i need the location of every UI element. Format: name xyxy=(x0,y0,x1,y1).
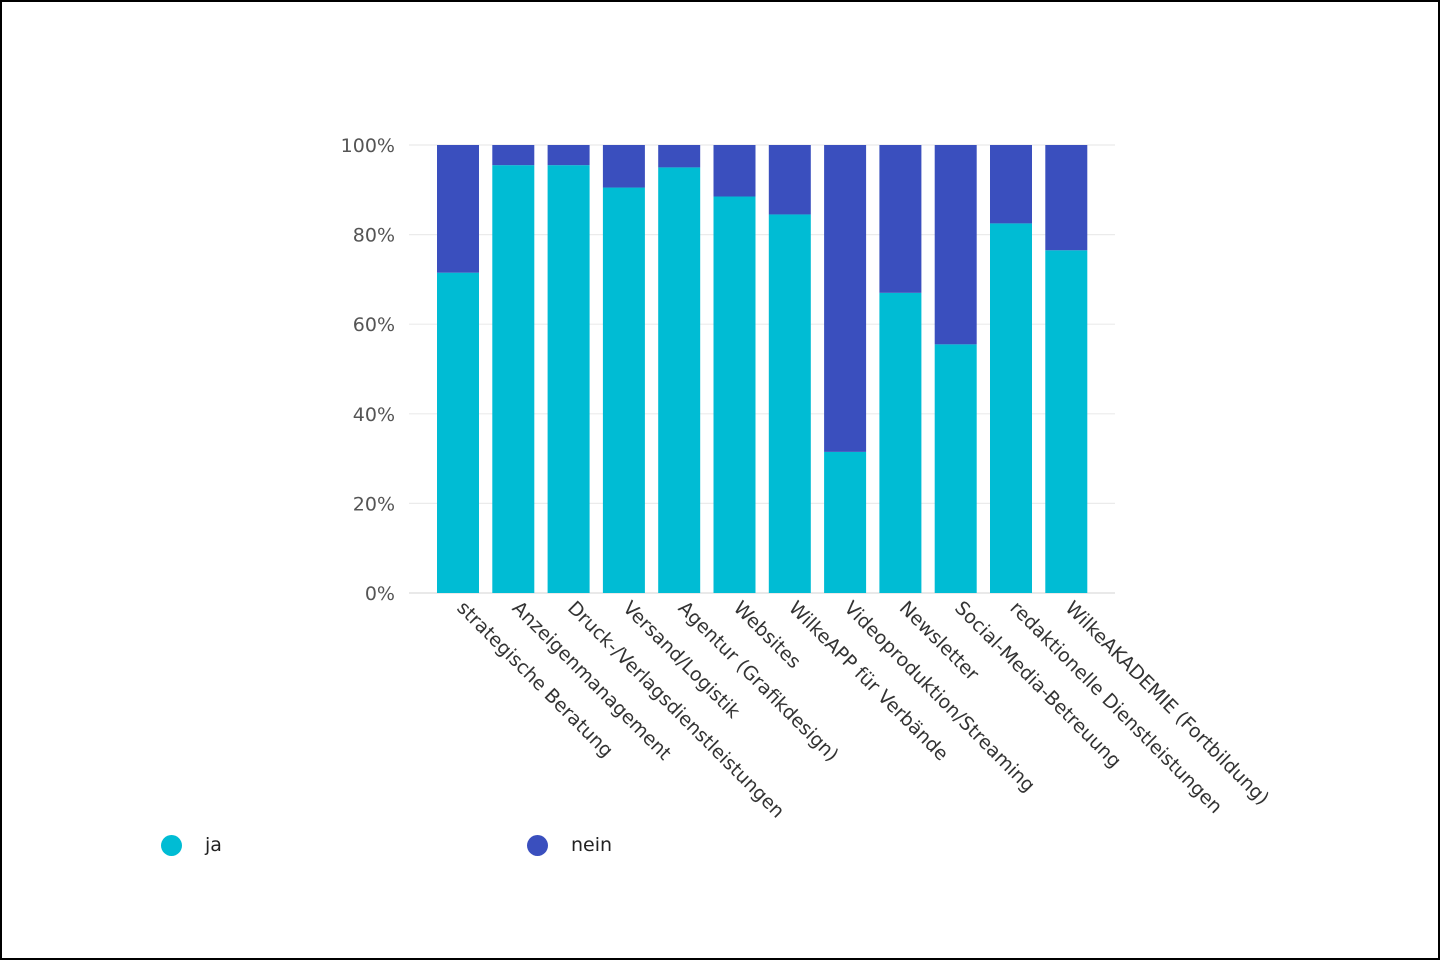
x-axis-ticks: strategische BeratungAnzeigenmanagementD… xyxy=(452,597,1273,823)
bar-ja[interactable] xyxy=(547,165,590,593)
bar-ja[interactable] xyxy=(934,344,977,593)
bar-nein[interactable] xyxy=(547,145,590,166)
bar-ja[interactable] xyxy=(437,272,479,593)
bar-ja[interactable] xyxy=(879,292,922,593)
bar-nein[interactable] xyxy=(437,145,479,273)
y-tick-label: 100% xyxy=(341,135,395,157)
bars xyxy=(437,145,1088,593)
x-tick-label: WilkeAKADEMIE (Fortbildung) xyxy=(1061,597,1274,810)
bar-nein[interactable] xyxy=(824,145,867,452)
bar-ja[interactable] xyxy=(492,165,535,593)
bar-ja[interactable] xyxy=(713,196,756,593)
legend-item-ja[interactable]: ja xyxy=(161,834,222,856)
legend-item-nein[interactable]: nein xyxy=(527,834,612,856)
legend-label-nein: nein xyxy=(571,834,613,856)
bar-ja[interactable] xyxy=(768,214,811,593)
bar-ja[interactable] xyxy=(602,187,645,593)
legend-swatch-nein xyxy=(527,834,548,856)
bar-nein[interactable] xyxy=(658,145,701,168)
bar-ja[interactable] xyxy=(1045,250,1088,593)
bar-nein[interactable] xyxy=(1045,145,1088,251)
bar-ja[interactable] xyxy=(658,167,701,593)
bar-nein[interactable] xyxy=(713,145,756,197)
bar-ja[interactable] xyxy=(824,451,867,593)
bar-nein[interactable] xyxy=(934,145,977,345)
bar-ja[interactable] xyxy=(990,223,1032,593)
x-tick-label: redaktionelle Dienstleistungen xyxy=(1005,597,1226,818)
bar-nein[interactable] xyxy=(990,145,1032,224)
legend-swatch-ja xyxy=(161,834,182,856)
bar-nein[interactable] xyxy=(768,145,811,215)
legend-label-ja: ja xyxy=(205,834,222,856)
y-tick-label: 80% xyxy=(353,225,395,247)
y-tick-label: 60% xyxy=(353,314,395,336)
bar-nein[interactable] xyxy=(602,145,645,188)
y-tick-label: 0% xyxy=(365,583,395,605)
bar-nein[interactable] xyxy=(492,145,535,166)
bar-nein[interactable] xyxy=(879,145,922,293)
y-tick-label: 20% xyxy=(353,493,395,515)
y-axis-ticks: 0% 20% 40% 60% 80% 100% xyxy=(341,135,395,605)
y-tick-label: 40% xyxy=(353,404,395,426)
